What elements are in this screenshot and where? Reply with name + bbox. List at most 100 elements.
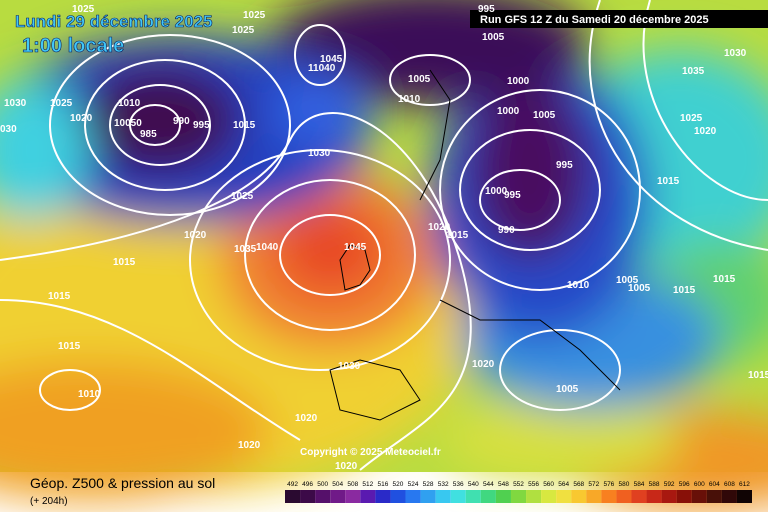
scale-label: 544 (483, 481, 494, 488)
isobar-label: 990 (498, 225, 515, 236)
scale-swatch (541, 490, 557, 503)
scale-label: 576 (603, 481, 614, 488)
scale-swatch (315, 490, 331, 503)
scale-swatch (721, 490, 737, 503)
scale-swatch (420, 490, 436, 503)
isobar-label: 1015 (233, 120, 256, 131)
isobar-label: 1000 (497, 106, 520, 117)
run-label: Run GFS 12 Z du Samedi 20 décembre 2025 (480, 14, 709, 26)
scale-swatch (676, 490, 692, 503)
footer-lead: (+ 204h) (30, 496, 68, 507)
scale-swatch (526, 490, 542, 503)
isobar-label: 1005 (482, 32, 505, 43)
isobar-label: 995 (556, 160, 573, 171)
scale-label: 584 (634, 481, 645, 488)
scale-label: 564 (558, 481, 569, 488)
scale-label: 512 (362, 481, 373, 488)
footer-title: Géop. Z500 & pression au sol (30, 475, 215, 491)
isobar-label: 1000 (485, 186, 508, 197)
isobar-label: 1000 (507, 76, 530, 87)
scale-swatch (285, 490, 301, 503)
isobar-label: 1015 (446, 230, 469, 241)
isobar-label: 1035 (234, 244, 257, 255)
color-scale: 492 496 500 504 508 512 516 520 524 528 532 536 540 5… (285, 481, 752, 503)
scale-swatch (360, 490, 376, 503)
isobar-label: 1015 (673, 285, 696, 296)
isobar-label: 10050 (114, 118, 142, 129)
scale-swatch (510, 490, 527, 503)
isobar-label: 995 (478, 4, 495, 15)
isobar-label: 1010 (567, 280, 590, 291)
isobar-label: 1020 (472, 359, 495, 370)
scale-swatch (375, 490, 391, 503)
isobar-label: 995 (193, 120, 210, 131)
isobar-label: 1045 (320, 54, 343, 65)
isobar-label: 1020 (70, 113, 93, 124)
scale-swatch (616, 490, 632, 503)
scale-label: 596 (679, 481, 690, 488)
scale-label: 592 (664, 481, 675, 488)
isobar-label: 1030 (308, 148, 331, 159)
scale-label: 536 (453, 481, 464, 488)
scale-swatch (480, 490, 496, 503)
isobar-label: 1035 (682, 66, 705, 77)
scale-label: 508 (347, 481, 358, 488)
isobar-label: 1030 (4, 98, 27, 109)
isobar-label: 1020 (238, 440, 261, 451)
isobar-label: 1015 (713, 274, 736, 285)
isobar-label: 1025 (50, 98, 73, 109)
scale-swatch (330, 490, 346, 503)
scale-swatch (390, 490, 406, 503)
isobar-label: 1005 (556, 384, 579, 395)
isobar-label: 1025 (232, 25, 255, 36)
scale-swatch (631, 490, 647, 503)
isobar-label: 1040 (256, 242, 279, 253)
scale-swatch (405, 490, 421, 503)
scale-swatch (586, 490, 602, 503)
scale-label: 572 (588, 481, 599, 488)
scale-label: 492 (287, 481, 298, 488)
scale-label: 556 (528, 481, 539, 488)
isobar-label: 1015 (48, 291, 71, 302)
scale-label: 612 (739, 481, 750, 488)
scale-label: 560 (543, 481, 554, 488)
isobar-label: 1015 (58, 341, 81, 352)
isobar-label: 1010 (78, 389, 101, 400)
scale-swatch (661, 490, 677, 503)
run-box (470, 10, 768, 28)
scale-label: 608 (724, 481, 735, 488)
scale-swatch (736, 490, 752, 503)
scale-label: 520 (393, 481, 404, 488)
scale-swatch (706, 490, 722, 503)
coastlines (329, 69, 621, 421)
isobar-label: 1005 (628, 283, 651, 294)
isobar-label: 1020 (694, 126, 717, 137)
scale-swatch (691, 490, 707, 503)
time-label: 1:00 locale (22, 35, 124, 57)
scale-label: 588 (649, 481, 660, 488)
isobar-label: 1030 (338, 361, 361, 372)
scale-swatch (601, 490, 617, 503)
scale-swatch (435, 490, 451, 503)
isobar-label: 1015 (748, 370, 768, 381)
scale-label: 516 (377, 481, 388, 488)
isobar-label: 11040 (308, 63, 336, 74)
isobar-label: 1005 (533, 110, 556, 121)
isobar-label: 1045 (344, 242, 367, 253)
scale-label: 604 (709, 481, 720, 488)
isobar-label: 1005 (616, 275, 639, 286)
scale-label: 540 (468, 481, 479, 488)
scale-swatch (495, 490, 511, 503)
isobar-label: 030 (0, 124, 17, 135)
isobar-label: 1015 (113, 257, 136, 268)
scale-swatch (646, 490, 662, 503)
isobar-label: 1025 (72, 4, 95, 15)
scale-label: 504 (332, 481, 343, 488)
scale-label: 528 (423, 481, 434, 488)
date-label: Lundi 29 décembre 2025 (15, 12, 212, 31)
scale-label: 496 (302, 481, 313, 488)
